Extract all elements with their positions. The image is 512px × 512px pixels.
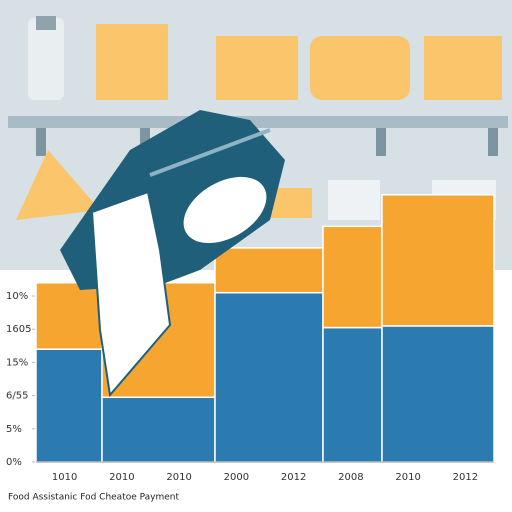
y-tick-label: 1605 [6, 324, 31, 335]
bar-segment [322, 326, 383, 463]
bar-segment [214, 247, 324, 294]
box [328, 180, 380, 220]
bar-segment [214, 291, 324, 463]
x-tick-label: 2012 [281, 472, 306, 483]
bar-segment [381, 325, 495, 463]
bottle-cap [36, 16, 56, 30]
box [424, 36, 502, 100]
x-tick-label: 2010 [166, 472, 191, 483]
bars: 0% 5% 6/55 15% 1605 10% 1010 2010 2010 2000 2012 20… [0, 194, 512, 512]
bar-segment [35, 281, 103, 350]
y-tick-label: 15% [6, 357, 28, 368]
bar-segment [322, 225, 383, 329]
box [96, 24, 168, 100]
x-tick-label: 1010 [52, 472, 77, 483]
bar-segment [35, 348, 103, 463]
x-tick-label: 2010 [395, 472, 420, 483]
bar-segment [381, 194, 495, 327]
price-tag [16, 150, 100, 220]
y-tick-label: 10% [6, 291, 28, 302]
box [310, 36, 410, 100]
x-tick-label: 2012 [453, 472, 478, 483]
shelf-bracket [488, 128, 498, 156]
x-tick-label: 2008 [338, 472, 363, 483]
y-tick-label: 6/55 [6, 391, 28, 402]
hand [90, 190, 172, 398]
bar-segment [101, 396, 216, 463]
magnifier-lens [183, 176, 267, 244]
x-tick-label: 2010 [109, 472, 134, 483]
shelf-bracket [36, 128, 46, 156]
box [216, 36, 298, 100]
x-tick-label: 2000 [224, 472, 249, 483]
shelf-bracket [376, 128, 386, 156]
magnifier-rim [149, 128, 271, 177]
bottle [28, 18, 64, 100]
y-tick-label: 0% [6, 457, 22, 468]
caption: Food Assistanic Fod Cheatoe Payment [8, 493, 180, 503]
y-tick-label: 5% [6, 424, 22, 435]
shelf [8, 116, 508, 128]
